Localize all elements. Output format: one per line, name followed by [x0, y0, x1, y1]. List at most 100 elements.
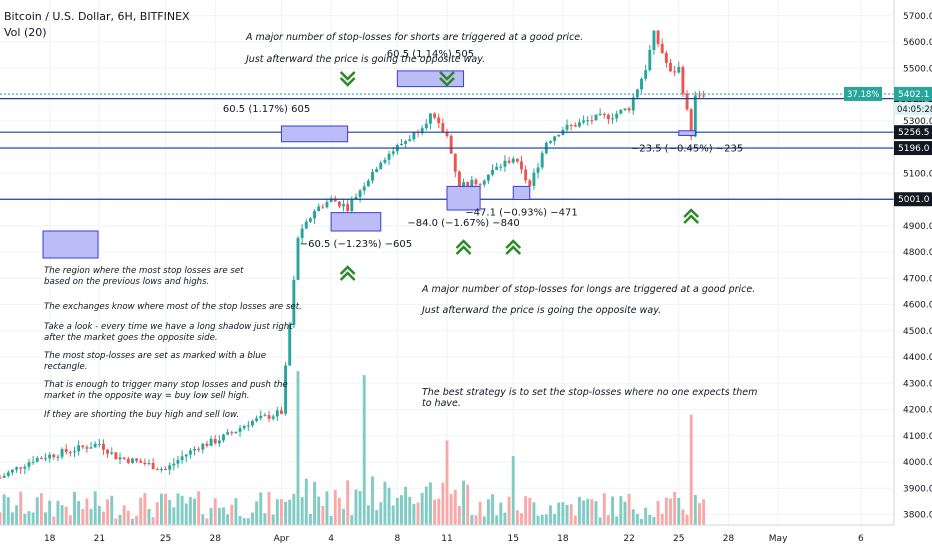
candle-body [408, 139, 412, 142]
candle-body [35, 458, 39, 462]
y-tick-label: 4900.0 [903, 222, 932, 232]
candle-body [15, 467, 19, 470]
y-tick-label: 4800.0 [903, 248, 932, 258]
countdown-tag [894, 101, 932, 115]
volume-bar [226, 514, 230, 525]
candle-body [569, 124, 573, 126]
candle-body [217, 440, 221, 444]
blue-rectangle-note: The most stop-losses are set as marked w… [44, 351, 266, 372]
candle-body [56, 456, 60, 458]
candle-body [246, 425, 250, 427]
volume-bar [217, 507, 221, 525]
volume-bar [507, 496, 511, 525]
candle-body [437, 117, 441, 124]
candle-body [420, 128, 424, 133]
candle-body [462, 182, 466, 189]
volume-bar [503, 512, 507, 525]
candle-body [193, 448, 196, 451]
volume-bar [93, 491, 97, 525]
volume-bar [383, 481, 387, 525]
volume-bar [573, 515, 577, 525]
volume-bar [197, 491, 201, 525]
candle-body [48, 454, 52, 459]
volume-bar [520, 513, 523, 525]
candle-body [524, 169, 528, 181]
volume-bar [114, 518, 118, 525]
stop-loss-box-label: −60.5 (−1.23%) −605 [300, 239, 412, 250]
volume-bar [292, 493, 296, 525]
volume-bar [337, 497, 341, 525]
shorts-annotation-1: A major number of stop-losses for shorts… [246, 32, 584, 43]
candle-body [640, 78, 643, 90]
volume-bar [445, 440, 449, 525]
legend-swatch [42, 230, 99, 259]
candle-body [308, 218, 312, 222]
candle-body [288, 325, 292, 366]
candle-body [358, 190, 362, 197]
candle-body [644, 70, 648, 79]
level-tag-label: 5001.0 [898, 195, 930, 205]
chart-title: Bitcoin / U.S. Dollar, 6H, BITFINEX [4, 10, 190, 23]
short-signal-chevron [339, 77, 356, 87]
candle-body [209, 438, 213, 446]
stop-loss-box-label: −47.1 (−0.93%) −471 [465, 208, 577, 219]
volume-bar [652, 517, 656, 525]
candle-body [466, 182, 470, 187]
volume-bar [255, 501, 259, 525]
level-tag [894, 141, 932, 156]
candle-body [155, 469, 159, 471]
candle-body [300, 228, 304, 239]
candle-body [337, 201, 341, 207]
volume-bar [549, 505, 552, 525]
candle-body [400, 144, 403, 146]
volume-bar [6, 497, 10, 525]
candle-body [304, 221, 308, 229]
candle-body [441, 123, 445, 133]
volume-bar [230, 504, 234, 525]
volume-bar [433, 499, 437, 525]
volume-bar [640, 518, 643, 525]
candle-body [159, 469, 163, 471]
volume-bar [590, 499, 594, 525]
candle-body [255, 418, 259, 422]
stop-loss-box [512, 185, 531, 200]
volume-bar [582, 500, 586, 525]
volume-bar [126, 510, 130, 525]
candle-body [656, 30, 660, 44]
volume-bar [702, 499, 706, 525]
candle-body [267, 415, 271, 419]
volume-bar [155, 502, 159, 525]
volume-bar [673, 491, 677, 525]
candle-body [474, 179, 478, 185]
y-tick-label: 4200.0 [903, 406, 932, 416]
candle-body [565, 124, 569, 130]
candle-body [284, 365, 288, 414]
volume-bar [677, 497, 681, 525]
long-signal-chevron [339, 265, 356, 275]
candle-body [486, 174, 490, 181]
y-tick-label: 5700.0 [903, 12, 932, 22]
long-signal-chevron [505, 245, 522, 255]
volume-bar [176, 493, 180, 525]
stop-loss-boxes: 60.5 (1.17%) 605 60.5 (1.14%) 505 −60.5 (−… [42, 49, 743, 259]
level-tag [894, 125, 932, 140]
volume-bar [184, 503, 188, 525]
volume-bar [15, 505, 19, 525]
candle-body [482, 180, 486, 185]
volume-bar [288, 499, 292, 525]
candle-body [222, 434, 225, 441]
volume-bar [428, 482, 432, 525]
candle-body [404, 141, 408, 145]
volume-bar [457, 505, 461, 525]
volume-bar [379, 502, 383, 525]
y-tick-label: 3800.0 [903, 511, 932, 521]
y-tick-label: 4100.0 [903, 432, 932, 442]
x-tick-label: 15 [507, 534, 518, 544]
volume-bar [279, 499, 283, 525]
candle-body [507, 160, 511, 163]
candle-body [693, 95, 697, 137]
candle-body [176, 460, 180, 464]
volume-bar [395, 497, 399, 525]
volume-bar [263, 513, 267, 525]
